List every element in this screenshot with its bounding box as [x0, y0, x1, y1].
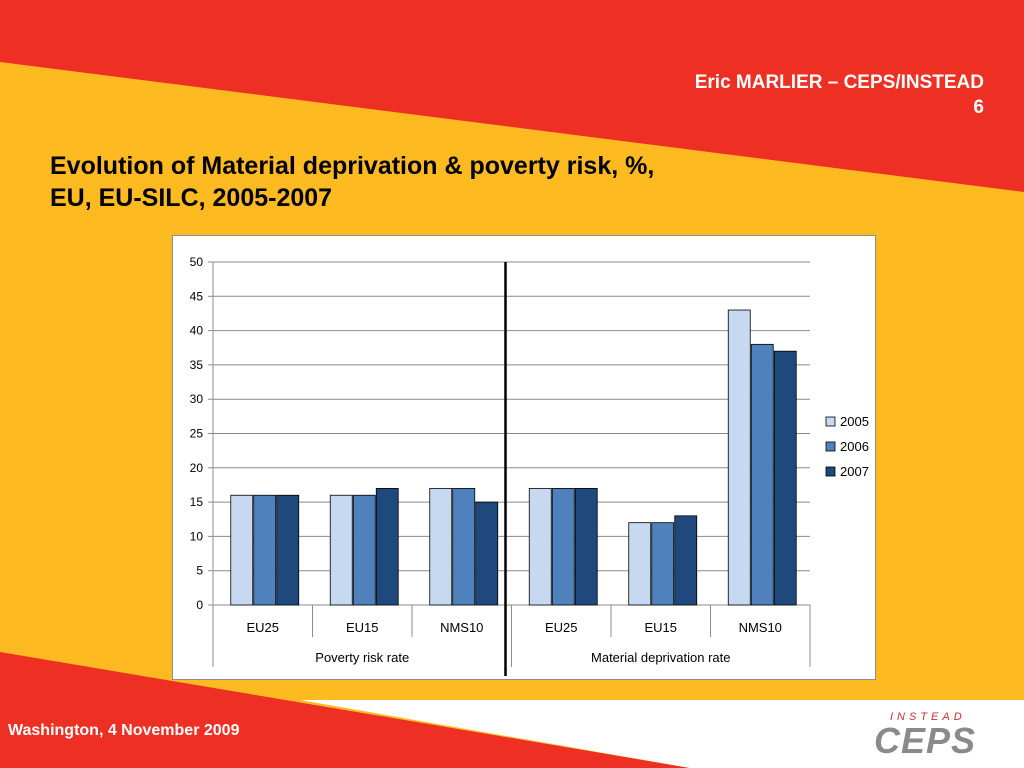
bar-2006 — [551, 487, 575, 606]
x-category-label: EU15 — [644, 620, 677, 635]
x-category-label: EU25 — [545, 620, 578, 635]
page-number: 6 — [973, 97, 984, 118]
footer-date: Washington, 4 November 2009 — [8, 722, 240, 739]
bar-2005 — [528, 487, 552, 606]
top-red-band — [0, 0, 1024, 192]
group-label: Poverty risk rate — [315, 650, 409, 665]
x-category-label: NMS10 — [440, 620, 483, 635]
bottom-white-band — [300, 700, 1024, 768]
y-tick-label: 35 — [190, 358, 204, 372]
logo-instead-text: INSTEAD — [890, 711, 966, 723]
bar-2005 — [329, 494, 353, 606]
ceps-instead-logo: INSTEAD CEPS — [868, 708, 998, 764]
bar-2007 — [773, 350, 797, 606]
legend-label: 2006 — [840, 439, 869, 454]
author-name: Eric MARLIER – CEPS/INSTEAD — [694, 72, 984, 93]
x-category-label: EU25 — [246, 620, 279, 635]
bar-2006 — [352, 494, 376, 606]
slide-title: Evolution of Material deprivation & pove… — [50, 150, 810, 214]
bottom-red-band — [0, 652, 690, 768]
logo-ceps-text: CEPS — [874, 720, 977, 761]
bar-2007 — [674, 515, 698, 606]
bar-chart: 0 5 10 15 20 25 30 35 40 45 50 EU25 EU15 NMS10 EU25 EU1… — [190, 255, 869, 676]
bar-2007 — [276, 494, 300, 606]
bar-2005 — [727, 309, 751, 606]
title-line-1: Evolution of Material deprivation & pove… — [50, 152, 655, 180]
y-tick-label: 30 — [190, 392, 204, 406]
bar-2007 — [574, 487, 598, 606]
legend-label: 2005 — [840, 414, 869, 429]
y-tick-label: 25 — [190, 427, 204, 441]
bar-2006 — [253, 494, 277, 606]
legend-label: 2007 — [840, 464, 869, 479]
group-label: Material deprivation rate — [591, 650, 730, 665]
y-tick-label: 20 — [190, 461, 204, 475]
x-category-label: NMS10 — [739, 620, 782, 635]
bar-2005 — [429, 487, 453, 606]
bar-2006 — [651, 522, 675, 606]
chart-container: 0 5 10 15 20 25 30 35 40 45 50 EU25 EU15 NMS10 EU25 EU1… — [172, 235, 876, 680]
y-tick-label: 0 — [196, 598, 203, 612]
bar-2007 — [375, 487, 399, 606]
y-tick-label: 50 — [190, 255, 204, 269]
bar-2005 — [628, 522, 652, 606]
bar-2007 — [475, 501, 499, 606]
y-tick-label: 5 — [196, 564, 203, 578]
y-tick-label: 40 — [190, 324, 204, 338]
y-tick-label: 45 — [190, 289, 204, 303]
legend-swatch-2006 — [825, 441, 836, 452]
x-category-label: EU15 — [346, 620, 379, 635]
bar-2006 — [452, 487, 476, 606]
y-tick-label: 15 — [190, 495, 204, 509]
y-tick-label: 10 — [190, 529, 204, 543]
author-header: Eric MARLIER – CEPS/INSTEAD 6 — [695, 70, 984, 120]
legend-swatch-2005 — [825, 416, 836, 427]
legend-swatch-2007 — [825, 466, 836, 477]
title-line-2: EU, EU-SILC, 2005-2007 — [50, 184, 333, 212]
bar-2006 — [750, 343, 774, 606]
bar-2005 — [230, 494, 254, 606]
